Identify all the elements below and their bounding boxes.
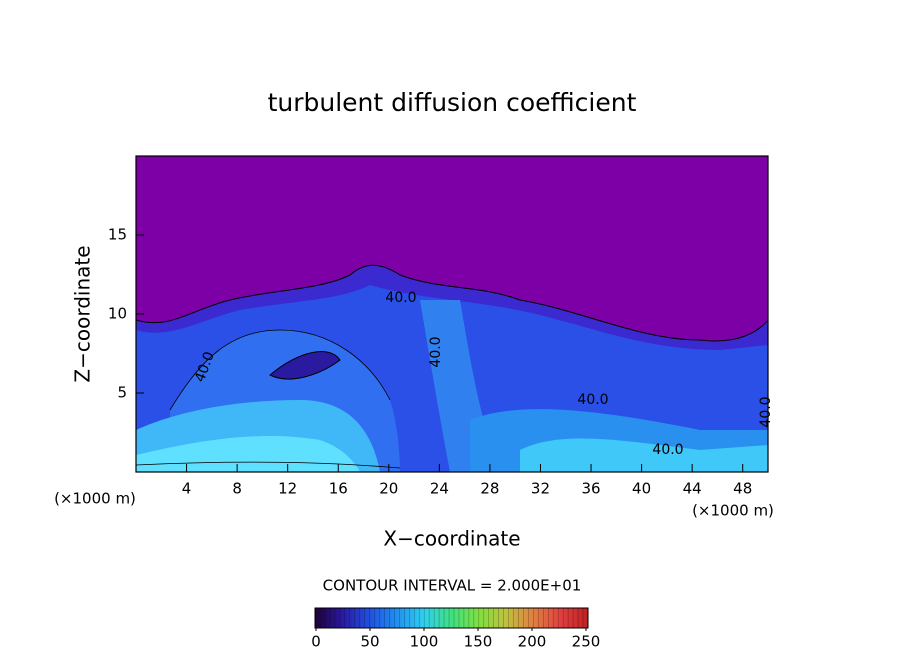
x-tick-label: 4 <box>182 480 192 498</box>
contour-label: 40.0 <box>758 396 774 427</box>
colorbar-tick-label: 50 <box>360 633 379 651</box>
y-tick-label: 10 <box>108 305 127 323</box>
x-tick-label: 24 <box>430 480 449 498</box>
colorbar-tick-label: 100 <box>410 633 439 651</box>
x-tick-label: 20 <box>379 480 398 498</box>
y-tick-label: 15 <box>108 226 127 244</box>
colorbar <box>314 607 589 629</box>
x-tick-label: 32 <box>531 480 550 498</box>
x-tick-label: 12 <box>278 480 297 498</box>
contour-interval: CONTOUR INTERVAL = 2.000E+01 <box>323 577 582 595</box>
y-axis-label: Z−coordinate <box>71 245 95 382</box>
colorbar-tick-label: 200 <box>518 633 547 651</box>
x-axis-label: X−coordinate <box>383 527 520 551</box>
contour-label: 40.0 <box>385 290 416 306</box>
x-tick-label: 8 <box>232 480 242 498</box>
x-tick-label: 16 <box>329 480 348 498</box>
x-tick-label: 28 <box>480 480 499 498</box>
x-unit-label: (×1000 m) <box>54 490 136 508</box>
contour-label: 40.0 <box>652 442 683 458</box>
colorbar-tick-label: 250 <box>572 633 601 651</box>
chart-title: turbulent diffusion coefficient <box>268 88 637 117</box>
contour-label: 40.0 <box>577 392 608 408</box>
colorbar-tick-label: 150 <box>464 633 493 651</box>
field <box>136 156 768 472</box>
x-unit-label: (×1000 m) <box>692 502 774 520</box>
x-tick-label: 36 <box>581 480 600 498</box>
y-tick-label: 5 <box>117 384 127 402</box>
colorbar-tick-label: 0 <box>311 633 321 651</box>
x-tick-label: 40 <box>632 480 651 498</box>
x-tick-label: 48 <box>733 480 752 498</box>
x-tick-label: 44 <box>683 480 702 498</box>
contour-label: 40.0 <box>428 336 444 367</box>
